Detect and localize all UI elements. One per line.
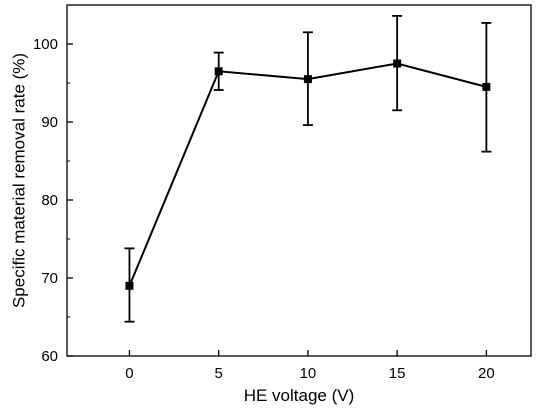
y-tick-label: 90 — [41, 114, 58, 131]
data-point — [214, 67, 223, 76]
y-tick-label: 80 — [41, 192, 58, 209]
x-tick-label: 10 — [300, 365, 317, 382]
x-axis-label: HE voltage (V) — [244, 386, 355, 405]
y-tick-label: 70 — [41, 270, 58, 287]
data-point — [393, 59, 402, 68]
y-tick-label: 60 — [41, 348, 58, 365]
plot-frame — [66, 4, 532, 357]
data-point — [303, 75, 312, 84]
x-tick-label: 5 — [215, 365, 223, 382]
data-point — [125, 281, 134, 290]
y-tick-label: 100 — [33, 36, 58, 53]
x-tick-label: 20 — [478, 365, 495, 382]
x-tick-label: 15 — [389, 365, 406, 382]
y-axis-label: Specific material removal rate (%) — [9, 53, 28, 308]
data-point — [482, 82, 491, 91]
axis-ticks: 0 5 10 15 20 60 70 80 90 100 — [33, 36, 495, 382]
x-tick-label: 0 — [125, 365, 133, 382]
plot-area — [124, 15, 492, 323]
